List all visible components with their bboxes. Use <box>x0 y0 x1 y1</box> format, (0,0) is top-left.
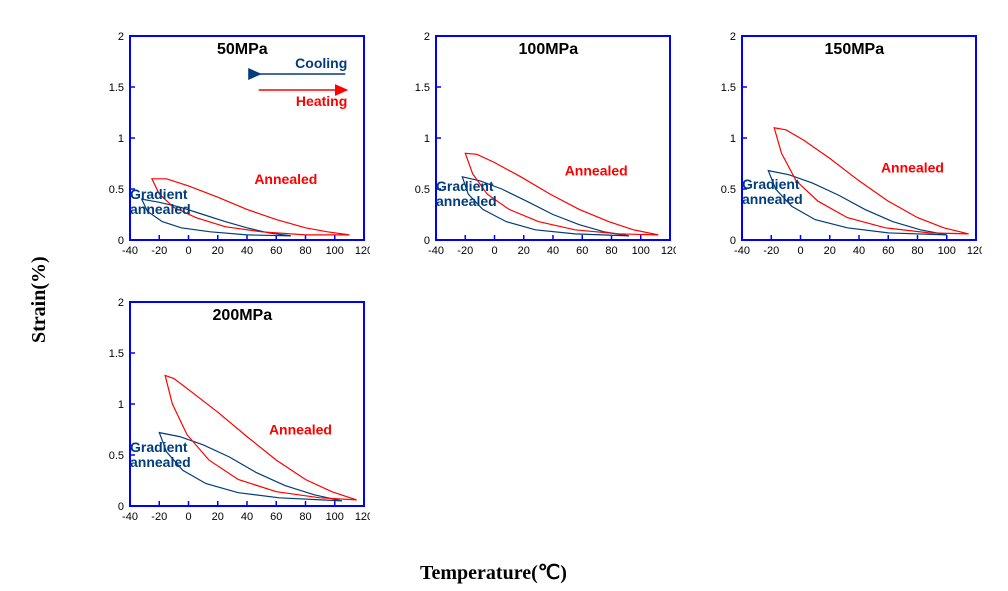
y-tick-label: 1.5 <box>415 82 430 94</box>
gradient-label-line2: annealed <box>130 201 191 217</box>
axis-box <box>130 302 364 506</box>
gradient-label-line2: annealed <box>436 193 497 209</box>
x-tick-label: 40 <box>241 245 253 257</box>
x-tick-label: 80 <box>911 245 923 257</box>
panel-150mpa: -40 -20 0 20 40 60 80 100 120 0 0.5 1 1.5 2 150MPa Anne… <box>702 30 982 270</box>
y-tick-label: 0.5 <box>415 184 430 196</box>
x-tick-label: 80 <box>299 511 311 523</box>
panel-title: 100MPa <box>519 41 579 58</box>
x-tick-label: -40 <box>122 511 138 523</box>
x-tick-label: 20 <box>212 245 224 257</box>
figure: Strain(%) -40-2002040608010012000.511.52… <box>20 20 988 571</box>
x-axis-label: Temperature(℃) <box>420 560 567 585</box>
x-tick-label: 60 <box>882 245 894 257</box>
panel-title: 200MPa <box>213 307 273 324</box>
x-tick-label: 100 <box>938 245 956 257</box>
x-tick-label: 0 <box>797 245 803 257</box>
panels-grid: -40-2002040608010012000.511.5250MPaCooli… <box>90 30 982 536</box>
x-tick-label: 120 <box>967 245 982 257</box>
gradient-label-line1: Gradient <box>742 176 800 192</box>
axis-box <box>436 36 670 240</box>
x-tick-label: 0 <box>185 245 191 257</box>
x-tick-label: 20 <box>518 245 530 257</box>
y-tick-label: 1 <box>118 133 124 145</box>
x-tick-label: 40 <box>241 511 253 523</box>
x-tick-label: 100 <box>632 245 650 257</box>
y-tick-label: 0 <box>118 235 124 247</box>
cooling-label: Cooling <box>295 55 347 71</box>
y-tick-label: 1 <box>118 399 124 411</box>
y-tick-label: 0 <box>424 235 430 247</box>
x-tick-label: 80 <box>605 245 617 257</box>
x-tick-label: 40 <box>547 245 559 257</box>
x-tick-label: 20 <box>212 511 224 523</box>
x-tick-label: 0 <box>185 511 191 523</box>
panel-200mpa: -40 -20 0 20 40 60 80 100 120 0 0.5 1 1.5 2 200MPa Anne… <box>90 296 370 536</box>
x-tick-label: 40 <box>853 245 865 257</box>
gradient-label-line2: annealed <box>742 191 803 207</box>
panel-50mpa: -40 -20 0 20 40 60 80 100 120 0 0.5 1 1.5 2 50MPa Cooli… <box>90 30 370 270</box>
y-tick-label: 0.5 <box>109 184 124 196</box>
x-tick-label: 60 <box>576 245 588 257</box>
x-tick-label: -20 <box>457 245 473 257</box>
y-tick-label: 2 <box>118 297 124 309</box>
x-tick-label: 60 <box>270 511 282 523</box>
annealed-label: Annealed <box>565 163 628 179</box>
gradient-label-line1: Gradient <box>130 439 188 455</box>
heating-label: Heating <box>296 93 347 109</box>
annealed-label: Annealed <box>269 422 332 438</box>
gradient-label-line1: Gradient <box>130 186 188 202</box>
x-tick-label: 80 <box>299 245 311 257</box>
y-tick-label: 2 <box>118 31 124 43</box>
x-tick-label: 20 <box>824 245 836 257</box>
x-tick-label: 60 <box>270 245 282 257</box>
x-tick-label: 120 <box>661 245 676 257</box>
x-tick-label: -40 <box>428 245 444 257</box>
panel-title: 150MPa <box>825 41 885 58</box>
x-tick-label: -20 <box>151 511 167 523</box>
y-tick-label: 1 <box>424 133 430 145</box>
x-tick-label: 120 <box>355 511 370 523</box>
x-tick-label: 100 <box>326 245 344 257</box>
x-tick-label: 120 <box>355 245 370 257</box>
y-tick-label: 0 <box>118 501 124 513</box>
x-tick-label: 100 <box>326 511 344 523</box>
x-tick-label: -40 <box>734 245 750 257</box>
annealed-label: Annealed <box>881 160 944 176</box>
y-tick-label: 0.5 <box>109 450 124 462</box>
gradient-label-line2: annealed <box>130 454 191 470</box>
y-axis-label: Strain(%) <box>28 256 51 343</box>
panel-title: 50MPa <box>217 41 268 58</box>
y-tick-label: 2 <box>730 31 736 43</box>
y-tick-label: 2 <box>424 31 430 43</box>
annealed-curve <box>774 128 969 234</box>
panel-100mpa: -40 -20 0 20 40 60 80 100 120 0 0.5 1 1.5 2 100MPa Anne… <box>396 30 676 270</box>
gradient-label-line1: Gradient <box>436 178 494 194</box>
x-tick-label: -20 <box>151 245 167 257</box>
y-tick-label: 1.5 <box>721 82 736 94</box>
y-tick-label: 1 <box>730 133 736 145</box>
x-tick-label: 0 <box>491 245 497 257</box>
y-tick-label: 0 <box>730 235 736 247</box>
x-tick-label: -20 <box>763 245 779 257</box>
annealed-label: Annealed <box>254 171 317 187</box>
y-tick-label: 0.5 <box>721 184 736 196</box>
y-tick-label: 1.5 <box>109 348 124 360</box>
y-tick-label: 1.5 <box>109 82 124 94</box>
x-tick-label: -40 <box>122 245 138 257</box>
annealed-curve <box>165 375 357 500</box>
